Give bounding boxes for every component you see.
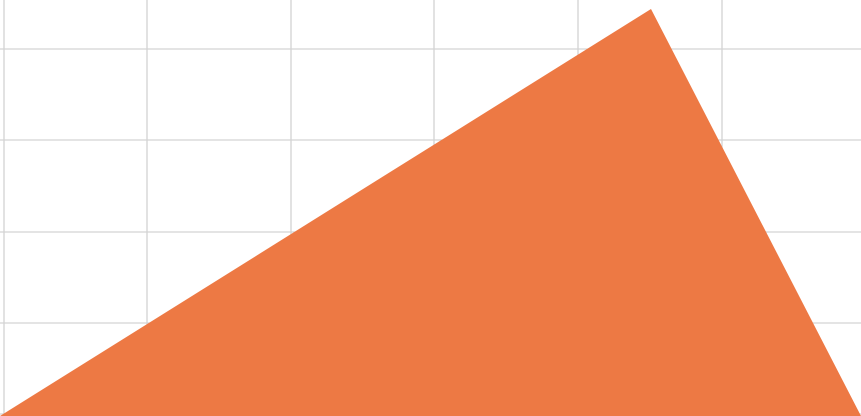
triangle-shape[interactable] <box>0 9 861 416</box>
